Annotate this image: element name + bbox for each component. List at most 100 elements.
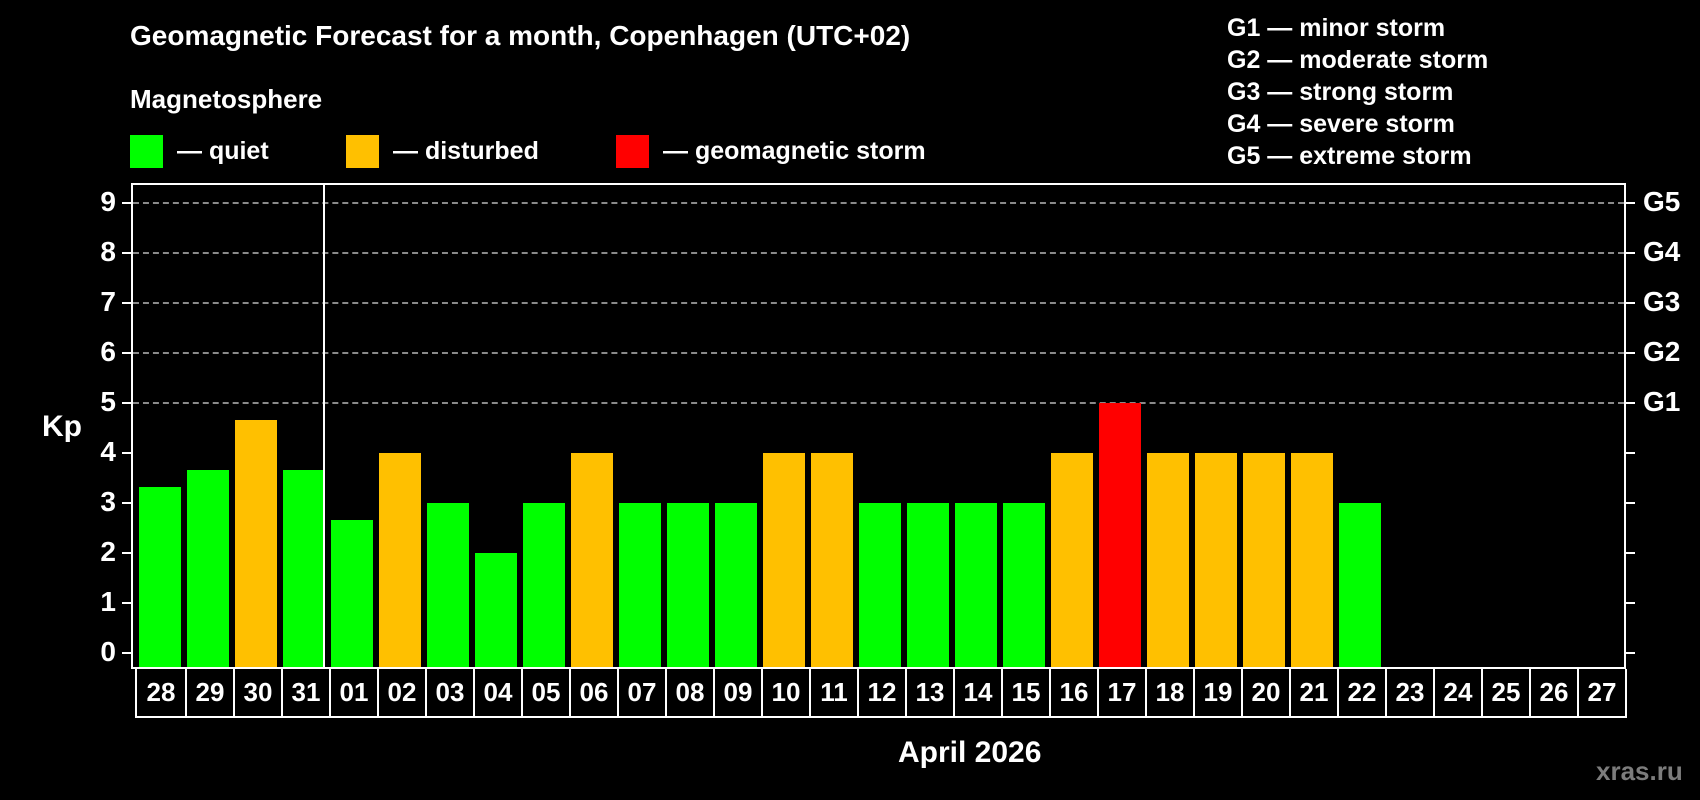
watermark: xras.ru xyxy=(1596,756,1683,786)
storm-level-g1: G1 — minor storm xyxy=(1227,14,1446,42)
storm-level-g2: G2 — moderate storm xyxy=(1227,46,1489,74)
legend-quiet: — quiet xyxy=(130,133,269,169)
date-cell-24: 24 xyxy=(1433,669,1481,716)
g-scale-label-g5: G5 xyxy=(1643,186,1681,217)
gridline-5 xyxy=(133,402,1624,404)
date-cell-03: 03 xyxy=(425,669,473,716)
date-cell-13: 13 xyxy=(905,669,953,716)
y-tick-label-0: 0 xyxy=(100,636,116,667)
bar-20 xyxy=(1243,453,1285,667)
date-cell-02: 02 xyxy=(377,669,425,716)
legend-storm: — geomagnetic storm xyxy=(616,133,926,169)
bar-19 xyxy=(1195,453,1237,667)
date-cell-08: 08 xyxy=(665,669,713,716)
date-cell-30: 30 xyxy=(233,669,281,716)
legend-label-quiet: — quiet xyxy=(177,136,269,165)
bar-12 xyxy=(859,503,901,667)
y-tick-label-3: 3 xyxy=(100,486,116,517)
y-tick-8 xyxy=(122,252,131,254)
date-cell-11: 11 xyxy=(809,669,857,716)
date-cell-18: 18 xyxy=(1145,669,1193,716)
bar-04 xyxy=(475,553,517,667)
bar-13 xyxy=(907,503,949,667)
date-cell-27: 27 xyxy=(1577,669,1625,716)
bar-17 xyxy=(1099,403,1141,667)
y-tick-5 xyxy=(122,402,131,404)
date-cell-01: 01 xyxy=(329,669,377,716)
date-cell-26: 26 xyxy=(1529,669,1577,716)
right-tick-0 xyxy=(1626,652,1635,654)
y-tick-6 xyxy=(122,352,131,354)
bar-29 xyxy=(187,469,229,667)
y-tick-4 xyxy=(122,452,131,454)
y-tick-9 xyxy=(122,202,131,204)
month-separator xyxy=(323,185,325,667)
legend-swatch-storm xyxy=(616,134,649,168)
right-tick-7 xyxy=(1626,302,1635,304)
bar-28 xyxy=(139,486,181,667)
date-cell-22: 22 xyxy=(1337,669,1385,716)
y-tick-0 xyxy=(122,652,131,654)
right-tick-2 xyxy=(1626,552,1635,554)
date-cell-09: 09 xyxy=(713,669,761,716)
bar-11 xyxy=(811,453,853,667)
y-tick-label-1: 1 xyxy=(100,586,116,617)
y-tick-label-7: 7 xyxy=(100,286,116,317)
y-tick-2 xyxy=(122,552,131,554)
date-cell-16: 16 xyxy=(1049,669,1097,716)
date-cell-17: 17 xyxy=(1097,669,1145,716)
right-tick-6 xyxy=(1626,352,1635,354)
bar-05 xyxy=(523,503,565,667)
legend-label-storm: — geomagnetic storm xyxy=(663,136,926,165)
right-tick-9 xyxy=(1626,202,1635,204)
x-axis-label: April 2026 xyxy=(898,736,1042,769)
date-cell-05: 05 xyxy=(521,669,569,716)
y-tick-label-2: 2 xyxy=(100,536,116,567)
bar-01 xyxy=(331,519,373,667)
y-axis-label: Kp xyxy=(42,410,82,443)
date-cell-23: 23 xyxy=(1385,669,1433,716)
bar-16 xyxy=(1051,453,1093,667)
gridline-6 xyxy=(133,352,1624,354)
bar-09 xyxy=(715,503,757,667)
bar-06 xyxy=(571,453,613,667)
legend-label-disturbed: — disturbed xyxy=(393,136,539,165)
chart-title: Geomagnetic Forecast for a month, Copenh… xyxy=(130,20,911,51)
g-scale-label-g3: G3 xyxy=(1643,286,1681,317)
date-cell-21: 21 xyxy=(1289,669,1337,716)
chart-subtitle: Magnetosphere xyxy=(130,84,323,114)
bar-21 xyxy=(1291,453,1333,667)
bar-08 xyxy=(667,503,709,667)
bar-30 xyxy=(235,419,277,667)
right-tick-8 xyxy=(1626,252,1635,254)
storm-level-g3: G3 — strong storm xyxy=(1227,78,1454,106)
date-cell-14: 14 xyxy=(953,669,1001,716)
date-strip: 28 29 30 31 01 02 03 04 05 06 07 08 09 10 11 12 13 14 15 16… xyxy=(135,669,1627,718)
g-scale-label-g2: G2 xyxy=(1643,336,1681,367)
y-tick-label-6: 6 xyxy=(100,336,116,367)
date-cell-25: 25 xyxy=(1481,669,1529,716)
storm-level-g5: G5 — extreme storm xyxy=(1227,142,1472,170)
bar-31 xyxy=(283,469,325,667)
bar-18 xyxy=(1147,453,1189,667)
y-tick-3 xyxy=(122,502,131,504)
plot-area xyxy=(131,183,1626,669)
date-cell-06: 06 xyxy=(569,669,617,716)
y-tick-1 xyxy=(122,602,131,604)
legend-disturbed: — disturbed xyxy=(346,133,539,169)
right-tick-5 xyxy=(1626,402,1635,404)
bar-03 xyxy=(427,503,469,667)
y-tick-7 xyxy=(122,302,131,304)
g-scale-label-g4: G4 xyxy=(1643,236,1681,267)
right-tick-1 xyxy=(1626,602,1635,604)
bar-22 xyxy=(1339,503,1381,667)
bar-10 xyxy=(763,453,805,667)
gridline-8 xyxy=(133,252,1624,254)
date-cell-04: 04 xyxy=(473,669,521,716)
gridline-7 xyxy=(133,302,1624,304)
date-cell-19: 19 xyxy=(1193,669,1241,716)
date-cell-31: 31 xyxy=(281,669,329,716)
legend-swatch-quiet xyxy=(130,134,163,168)
storm-level-list: G1 — minor storm G2 — moderate storm G3 … xyxy=(1227,12,1488,172)
date-cell-12: 12 xyxy=(857,669,905,716)
